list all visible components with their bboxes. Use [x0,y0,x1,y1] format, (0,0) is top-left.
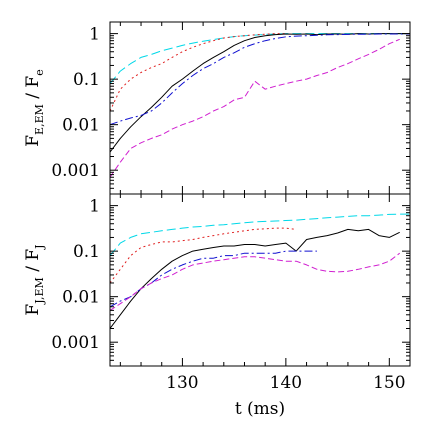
top-series-line-0 [110,33,410,84]
top-y-label-main2: F [23,76,43,88]
top-y-label-sub: E,EM [33,104,46,135]
bottom-y-label-sep: / [23,261,43,278]
bottom-plot-frame [109,193,411,367]
top-series-line-4 [110,38,400,178]
top-tick-layer: 1 0.1 0.01 0.001 [51,22,411,195]
bottom-x-tick-label: 130 [166,373,198,393]
bottom-y-tick-label: 0.1 [73,242,100,262]
top-series-line-1 [110,33,286,112]
bottom-series-line-2 [110,228,400,329]
bottom-y-label-sub2: J [33,244,46,249]
bottom-y-tick-label: 1 [89,197,100,217]
top-series-line-2 [110,33,410,153]
top-y-tick-label: 0.001 [51,161,100,181]
top-y-tick-label: 0.01 [62,116,100,136]
bottom-x-tick-label: 150 [373,373,405,393]
top-series-layer [110,33,410,178]
bottom-x-tick-label: 140 [270,373,302,393]
top-panel: 10.10.010.001 FE,EM / Fe [23,21,411,195]
bottom-series-line-3 [110,250,317,308]
bottom-y-label-main2: F [23,249,43,261]
bottom-y-label-main: F [23,304,43,316]
top-y-label-main: F [23,135,43,147]
bottom-tick-layer: 1 0.1 0.01 0.001 130 140 150 [51,194,411,393]
bottom-y-label-sub: J,EM [33,277,46,305]
bottom-series-line-0 [110,213,410,256]
top-y-tick-label: 1 [89,25,100,45]
top-series-line-3 [110,33,410,126]
bottom-series-line-4 [110,252,401,311]
top-y-label-sep: / [23,88,43,105]
top-y-tick-label: 0.1 [73,70,100,90]
top-y-axis-label: FE,EM / Fe [23,69,46,146]
bottom-series-line-1 [110,227,297,284]
bottom-y-tick-label: 0.001 [51,333,100,353]
x-axis-label: t (ms) [235,399,285,419]
bottom-y-tick-label: 0.01 [62,288,100,308]
bottom-y-axis-label: FJ,EM / FJ [23,244,46,315]
top-y-label-sub2: e [33,69,46,76]
bottom-series-layer [110,213,410,329]
